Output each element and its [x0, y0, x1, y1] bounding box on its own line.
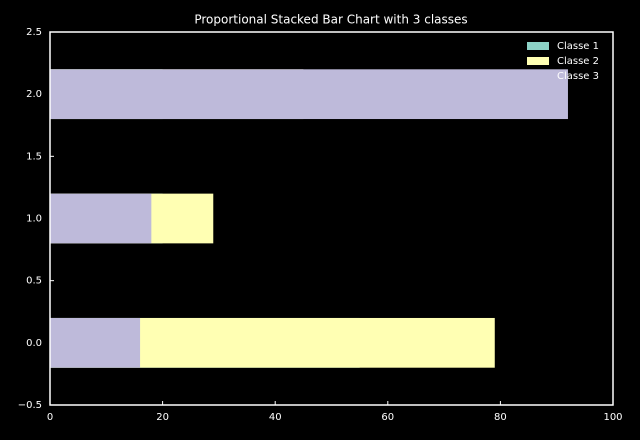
- bar: [50, 193, 152, 244]
- bar: [50, 317, 141, 368]
- legend-label: Classe 2: [557, 56, 599, 67]
- legend-swatch: [527, 57, 549, 65]
- x-tick-label: 100: [603, 412, 622, 423]
- x-tick-label: 0: [47, 412, 53, 423]
- y-tick-label: 1.0: [26, 214, 42, 225]
- x-tick-label: 40: [269, 412, 282, 423]
- y-tick-label: 0.5: [26, 276, 42, 287]
- x-tick-label: 20: [156, 412, 169, 423]
- legend-label: Classe 1: [557, 41, 599, 52]
- x-tick-label: 80: [494, 412, 507, 423]
- legend-swatch: [527, 72, 549, 80]
- y-tick-label: 2.0: [26, 89, 42, 100]
- y-tick-label: 0.0: [26, 338, 42, 349]
- y-tick-label: −0.5: [18, 400, 42, 411]
- bar: [50, 69, 568, 120]
- legend-label: Classe 3: [557, 71, 599, 82]
- plot-frame: [49, 31, 614, 406]
- x-tick-label: 60: [381, 412, 394, 423]
- chart-title: Proportional Stacked Bar Chart with 3 cl…: [194, 13, 467, 27]
- y-tick-label: 2.5: [26, 27, 42, 38]
- y-tick-label: 1.5: [26, 151, 42, 162]
- legend-swatch: [527, 42, 549, 50]
